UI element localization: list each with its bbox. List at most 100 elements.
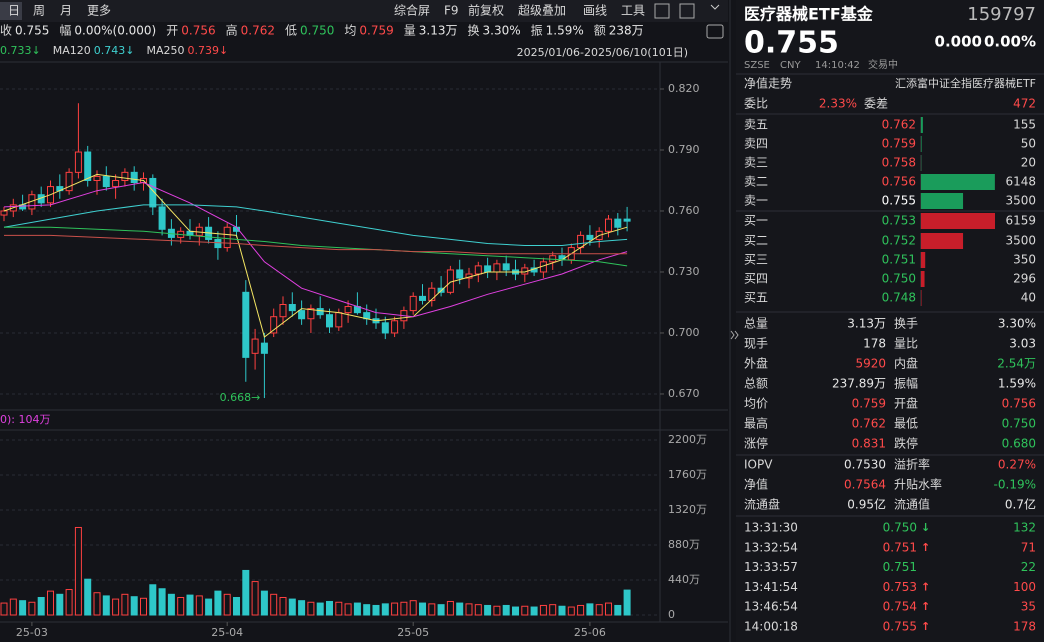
book-price: 0.753 [882, 214, 916, 228]
trade-price: 0.751 [883, 560, 917, 574]
quote-value: 0.00%(0.000) [74, 24, 156, 38]
candle-body [279, 304, 287, 318]
quote-value: 3.30% [483, 24, 521, 38]
stat-value: 0.750 [1002, 417, 1036, 431]
book-price: 0.751 [882, 253, 916, 267]
volume-bar [353, 602, 361, 616]
tool-icon[interactable] [654, 3, 670, 19]
book-volume: 296 [1013, 272, 1036, 286]
volume-bar [84, 578, 92, 616]
volume-bar [158, 588, 166, 616]
candle-body [502, 263, 510, 271]
book-label: 买四 [744, 272, 768, 286]
stat-value: 0.680 [1002, 437, 1036, 451]
volume-bar [419, 602, 426, 616]
panel-tab[interactable]: 净值走势 [744, 76, 792, 91]
volume-bar [186, 594, 194, 616]
trade-volume: 22 [1021, 560, 1036, 574]
dropdown-icon[interactable] [710, 4, 720, 10]
stat-label: 涨停 [744, 436, 768, 451]
tool-button[interactable]: 工具 [621, 4, 645, 18]
side-panel-bg [736, 0, 1044, 642]
y-tick-label: 0 [668, 608, 675, 621]
candle-body [428, 287, 436, 301]
stat-label: 净值 [744, 477, 768, 492]
volume-bar [121, 593, 129, 616]
trade-arrow: ↑ [921, 600, 930, 613]
trade-volume: 132 [1013, 521, 1036, 535]
candle-body [260, 342, 268, 354]
book-volume: 50 [1021, 137, 1036, 151]
volume-bar [428, 603, 436, 616]
volume-bar [372, 604, 380, 616]
wp-icon[interactable] [706, 24, 724, 39]
ma-name: MA120 [53, 44, 91, 57]
volume-bar [205, 598, 213, 616]
y-tick-label: 0.790 [668, 143, 700, 156]
period-tab[interactable]: 月 [60, 4, 72, 18]
ma-value: 0.743↓ [94, 44, 135, 57]
book-label: 买一 [744, 214, 768, 228]
book-price: 0.756 [882, 175, 916, 189]
period-tab[interactable]: 日 [8, 4, 20, 18]
tool-button[interactable]: 综合屏 [394, 3, 430, 18]
stat-value: 0.762 [852, 417, 886, 431]
stat-value: -0.19% [994, 478, 1036, 492]
volume-bar [521, 605, 529, 616]
ma-value: 0.733↓ [0, 44, 41, 57]
candle-body [149, 177, 157, 208]
stat-label: 跌停 [894, 436, 918, 451]
tool-button[interactable]: 画线 [583, 4, 607, 18]
book-volume: 6159 [1005, 214, 1036, 228]
toolbar-bg [0, 0, 728, 22]
ma-value: 0.739↓ [187, 44, 228, 57]
stat-value: 0.95亿 [847, 497, 886, 512]
x-tick-label: 25-03 [16, 626, 48, 639]
trade-time: 13:31:30 [744, 521, 798, 535]
trade-arrow: ↓ [921, 521, 930, 534]
volume-bar [56, 593, 64, 616]
stat-label: 振幅 [894, 376, 918, 391]
period-tab[interactable]: 更多 [87, 4, 111, 18]
book-bar [921, 252, 926, 268]
tool-button[interactable]: 前复权 [468, 3, 504, 18]
candle-body [344, 306, 352, 314]
candle-body [130, 171, 138, 184]
book-bar [921, 213, 995, 229]
stat-label: 溢折率 [894, 457, 930, 472]
candle-body [316, 308, 324, 316]
period-tab[interactable]: 周 [33, 4, 45, 18]
panel-tab[interactable]: 汇添富中证全指医疗器械ETF [895, 76, 1036, 90]
quote-label: 高 [226, 23, 238, 38]
volume-bar [577, 604, 585, 616]
stat-label: 升贴水率 [894, 477, 942, 492]
quote-value: 0.762 [241, 24, 275, 38]
volume-bar [502, 604, 510, 616]
volume-bar [9, 598, 17, 616]
meta: SZSE [744, 60, 770, 71]
candle-body [419, 295, 426, 301]
meta: 14:10:42 [815, 60, 860, 71]
stat-value: 0.759 [852, 397, 886, 411]
volume-bar [484, 604, 492, 616]
y-tick-label: 0.760 [668, 204, 700, 217]
volume-bar [260, 590, 268, 616]
tool-button[interactable]: F9 [444, 4, 459, 18]
candle-body [84, 151, 92, 181]
candle-body [484, 265, 492, 273]
volume-bar [37, 596, 45, 616]
collapse-icon[interactable] [730, 330, 739, 340]
trade-price: 0.753 [883, 580, 917, 594]
volume-bar [112, 598, 120, 616]
volume-bar [65, 589, 73, 616]
tool-button[interactable]: 超级叠加 [518, 3, 566, 18]
trade-time: 13:46:54 [744, 600, 798, 614]
volume-bar [28, 601, 36, 616]
volume-bar [409, 600, 417, 616]
ma-line [3, 204, 628, 246]
candle-body [409, 295, 417, 312]
tool-icon[interactable] [679, 3, 695, 19]
book-volume: 350 [1013, 253, 1036, 267]
volume-bar [130, 596, 138, 616]
volume-bar [270, 593, 278, 616]
